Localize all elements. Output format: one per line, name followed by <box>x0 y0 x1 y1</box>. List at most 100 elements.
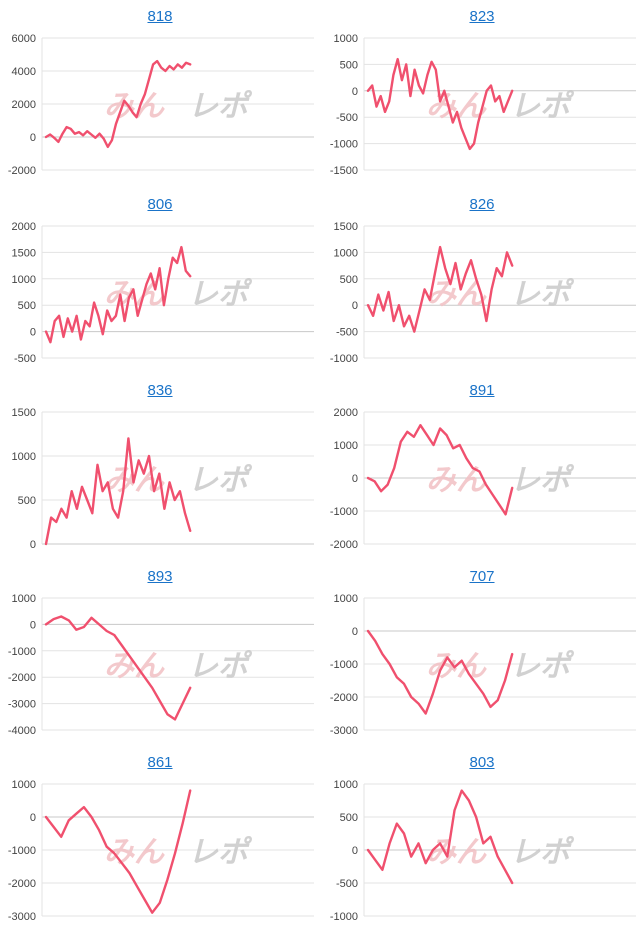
y-tick-label: 0 <box>30 619 36 631</box>
chart-title-link[interactable]: 707 <box>469 568 495 585</box>
series-line <box>366 424 514 516</box>
series-line <box>366 789 514 885</box>
y-tick-label: -1000 <box>330 353 358 365</box>
y-tick-label: -1000 <box>330 139 358 151</box>
y-tick-label: -4000 <box>8 725 36 737</box>
y-tick-label: 1500 <box>334 221 358 233</box>
chart-title-link[interactable]: 893 <box>147 568 173 585</box>
chart-panel-818: 818 -2000 0 2000 4000 6000 みん レポ <box>0 0 320 186</box>
chart-svg: -2000 0 2000 4000 6000 みん レポ <box>8 33 314 177</box>
watermark-logo-part-b: レポ <box>188 89 253 124</box>
y-tick-label: 6000 <box>12 33 36 45</box>
watermark-logo-part-a: みん <box>104 89 165 124</box>
y-tick-label: 1000 <box>334 440 358 452</box>
y-tick-label: 1500 <box>12 407 36 419</box>
y-tick-label: 1000 <box>12 451 36 463</box>
chart-svg: -2000 -1000 0 1000 2000 みん レポ <box>330 407 636 551</box>
y-tick-label: 1000 <box>12 274 36 286</box>
y-tick-label: 0 <box>30 327 36 339</box>
series-line <box>44 245 192 344</box>
y-tick-label: 1000 <box>12 779 36 791</box>
chart-panel-806: 806 -500 0 500 1000 1500 2000 みん レポ <box>0 188 320 374</box>
y-tick-label: -3000 <box>8 911 36 923</box>
y-tick-label: -500 <box>336 327 358 339</box>
y-tick-label: 500 <box>18 300 36 312</box>
y-tick-label: 0 <box>352 86 358 98</box>
chart-panel-893: 893 -4000 -3000 -2000 -1000 0 1000 みん レポ <box>0 560 320 746</box>
watermark-logo-part-b: レポ <box>188 277 253 312</box>
chart-title-link[interactable]: 818 <box>147 8 173 25</box>
watermark-logo-part-a: みん <box>104 649 165 684</box>
watermark-logo-part-b: レポ <box>510 649 575 684</box>
y-tick-label: -500 <box>14 353 36 365</box>
chart-svg: -4000 -3000 -2000 -1000 0 1000 みん レポ <box>8 593 314 737</box>
y-tick-label: -1000 <box>330 659 358 671</box>
watermark-logo-part-b: レポ <box>188 649 253 684</box>
chart-title-link[interactable]: 861 <box>147 754 173 771</box>
y-tick-label: 0 <box>352 845 358 857</box>
y-tick-label: 500 <box>340 274 358 286</box>
watermark-logo-part-a: みん <box>426 835 487 870</box>
y-tick-label: -1000 <box>8 845 36 857</box>
y-tick-label: -1000 <box>330 911 358 923</box>
chart-title-link[interactable]: 823 <box>469 8 495 25</box>
y-tick-label: 1500 <box>12 247 36 259</box>
chart-panel-891: 891 -2000 -1000 0 1000 2000 みん レポ <box>322 374 640 560</box>
watermark-logo-part-b: レポ <box>188 463 253 498</box>
watermark-logo-part-b: レポ <box>510 835 575 870</box>
chart-svg: -1500 -1000 -500 0 500 1000 みん レポ <box>330 33 636 177</box>
chart-title-link[interactable]: 826 <box>469 196 495 213</box>
chart-panel-861: 861 -3000 -2000 -1000 0 1000 みん レポ <box>0 746 320 932</box>
y-tick-label: 2000 <box>12 221 36 233</box>
chart-title-link[interactable]: 891 <box>469 382 495 399</box>
y-tick-label: 2000 <box>12 99 36 111</box>
y-tick-label: 0 <box>30 539 36 551</box>
y-tick-label: -2000 <box>330 539 358 551</box>
y-tick-label: 0 <box>352 626 358 638</box>
chart-title-link[interactable]: 803 <box>469 754 495 771</box>
y-tick-label: -2000 <box>8 165 36 177</box>
chart-panel-836: 836 0 500 1000 1500 みん レポ <box>0 374 320 560</box>
y-tick-label: -1000 <box>8 646 36 658</box>
y-tick-label: -1000 <box>330 506 358 518</box>
y-tick-label: -2000 <box>330 692 358 704</box>
y-tick-label: 0 <box>352 300 358 312</box>
chart-title-link[interactable]: 806 <box>147 196 173 213</box>
watermark-logo-part-b: レポ <box>188 835 253 870</box>
series-line <box>44 59 192 149</box>
y-tick-label: 1000 <box>334 33 358 45</box>
y-tick-label: 0 <box>352 473 358 485</box>
y-tick-label: 0 <box>30 132 36 144</box>
y-tick-label: 1000 <box>334 593 358 605</box>
watermark-logo-part-a: みん <box>426 89 487 124</box>
series-line <box>366 629 514 715</box>
y-tick-label: -2000 <box>8 878 36 890</box>
series-line <box>44 437 192 546</box>
y-tick-label: -3000 <box>330 725 358 737</box>
watermark-logo-part-b: レポ <box>510 463 575 498</box>
series-line <box>44 789 192 914</box>
chart-title-link[interactable]: 836 <box>147 382 173 399</box>
chart-panel-707: 707 -3000 -2000 -1000 0 1000 みん レポ <box>322 560 640 746</box>
y-tick-label: 1000 <box>334 247 358 259</box>
watermark-logo-part-b: レポ <box>510 277 575 312</box>
y-tick-label: 2000 <box>334 407 358 419</box>
y-tick-label: -2000 <box>8 672 36 684</box>
y-tick-label: -1500 <box>330 165 358 177</box>
y-tick-label: -3000 <box>8 699 36 711</box>
y-tick-label: 1000 <box>12 593 36 605</box>
watermark-logo-part-a: みん <box>426 463 487 498</box>
y-tick-label: 0 <box>30 812 36 824</box>
series-line <box>366 245 514 333</box>
y-tick-label: 500 <box>18 495 36 507</box>
series-line <box>44 615 192 721</box>
y-tick-label: 4000 <box>12 66 36 78</box>
y-tick-label: 500 <box>340 812 358 824</box>
chart-panel-826: 826 -1000 -500 0 500 1000 1500 みん レポ <box>322 188 640 374</box>
watermark-logo-part-b: レポ <box>510 89 575 124</box>
chart-svg: -1000 -500 0 500 1000 みん レポ <box>330 779 636 923</box>
